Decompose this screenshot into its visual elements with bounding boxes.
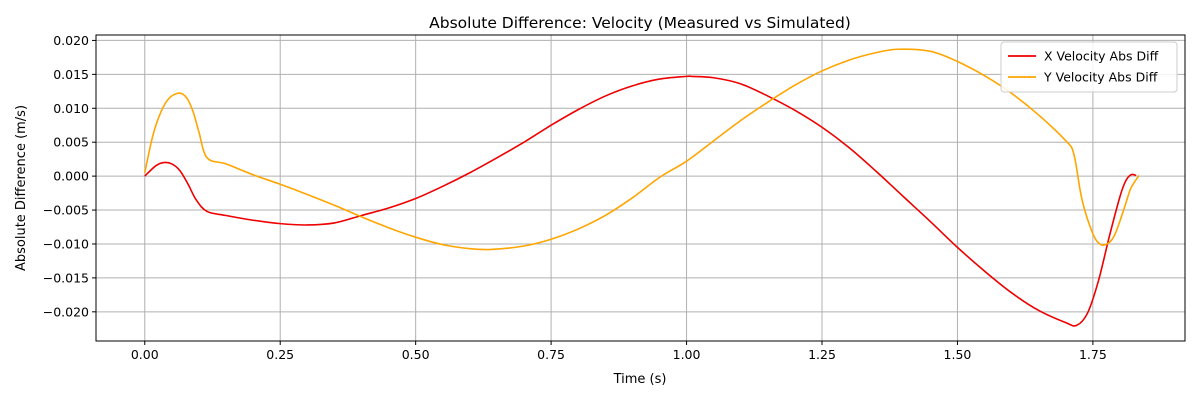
legend-box [1000, 41, 1178, 93]
x-axis-label: Time (s) [613, 372, 667, 387]
x-tick-label: 1.00 [673, 347, 701, 362]
legend-label: Y Velocity Abs Diff [1043, 70, 1158, 85]
y-tick-label: 0.010 [53, 101, 89, 116]
y-tick-label: 0.005 [53, 135, 89, 150]
x-tick-label: 1.50 [944, 347, 972, 362]
y-tick-label: 0.015 [53, 67, 89, 82]
x-tick-label: 0.75 [537, 347, 565, 362]
series-line-x-velocity [144, 75, 1137, 327]
y-axis: −0.020 −0.015 −0.010 −0.005 0.000 0.005 0.010 0… [43, 33, 96, 319]
x-tick-label: 0.50 [402, 347, 430, 362]
x-tick-label: 1.75 [1079, 347, 1107, 362]
series-line-y-velocity [143, 48, 1140, 251]
x-tick-label: 1.25 [808, 347, 836, 362]
legend: X Velocity Abs Diff Y Velocity Abs Diff [1000, 41, 1178, 93]
x-tick-label: 0.00 [131, 347, 159, 362]
y-tick-label: −0.005 [43, 203, 89, 218]
y-tick-label: −0.020 [43, 304, 89, 319]
series-group [143, 48, 1140, 327]
x-tick-label: 0.25 [266, 347, 294, 362]
legend-label: X Velocity Abs Diff [1044, 49, 1159, 64]
plot-frame [95, 34, 1186, 342]
y-tick-label: 0.020 [53, 33, 89, 48]
y-tick-label: −0.015 [43, 270, 89, 285]
grid [96, 35, 1185, 341]
chart-title: Absolute Difference: Velocity (Measured … [429, 14, 851, 32]
y-tick-label: −0.010 [43, 236, 89, 251]
y-axis-label: Absolute Difference (m/s) [14, 105, 29, 271]
x-axis: 0.00 0.25 0.50 0.75 1.00 1.25 1.50 1.75 [131, 341, 1107, 362]
y-tick-label: 0.000 [53, 169, 89, 184]
